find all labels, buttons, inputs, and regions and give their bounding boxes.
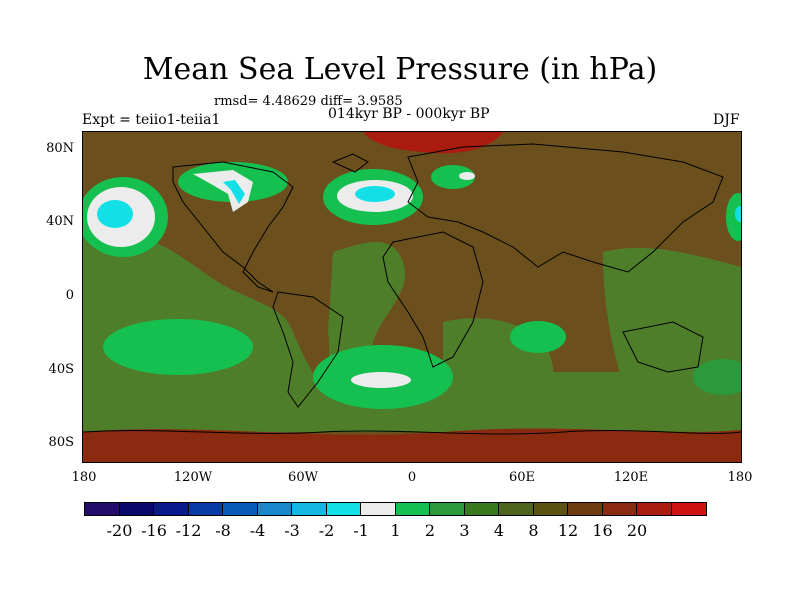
colorbar-swatch — [499, 503, 534, 515]
colorbar-label: 20 — [626, 521, 648, 540]
eurasia-coast — [407, 143, 724, 273]
colorbar-swatch — [188, 503, 223, 515]
pressure-map-svg — [83, 132, 741, 462]
colorbar-swatch — [361, 503, 396, 515]
pressure-map — [82, 131, 742, 463]
colorbar-label: -4 — [249, 521, 266, 540]
colorbar-label: 12 — [557, 521, 579, 540]
scandinavia-anomaly — [431, 165, 475, 189]
australia-anomaly — [693, 359, 741, 395]
colorbar-label: -16 — [141, 521, 167, 540]
antarctic-high — [83, 428, 741, 462]
bering-anomaly — [726, 193, 741, 241]
colorbar-label: -2 — [318, 521, 335, 540]
north-pacific-low-cyan — [97, 200, 133, 228]
colorbar-label: 8 — [528, 521, 539, 540]
colorbar-swatch — [292, 503, 327, 515]
north-america-low-cyan — [223, 180, 245, 204]
experiment-label: Expt = teiio1-teiia1 — [82, 112, 221, 128]
period-label: 014kyr BP - 000kyr BP — [328, 106, 490, 122]
lon-label-60w: 60W — [288, 470, 318, 485]
colorbar-swatch — [430, 503, 465, 515]
australia-coast — [622, 321, 704, 373]
negative-anomaly-layer — [87, 170, 741, 388]
colorbar-swatch — [568, 503, 603, 515]
colorbar-swatch — [223, 503, 258, 515]
colorbar-label: -8 — [215, 521, 231, 540]
colorbar-label: -1 — [353, 521, 369, 540]
lat-label-0: 0 — [65, 288, 74, 303]
greenland-coast — [331, 153, 369, 173]
lat-label-40n: 40N — [46, 214, 74, 229]
colorbar-swatch — [464, 503, 499, 515]
south-america-coast — [272, 291, 344, 408]
colorbar-swatch — [119, 503, 154, 515]
north-atlantic-low-cyan — [355, 186, 395, 202]
colorbar-label: 2 — [424, 521, 436, 540]
colorbar-label: -12 — [175, 521, 202, 540]
strong-positive-layer — [83, 132, 741, 462]
scandinavia-low-white — [459, 172, 475, 180]
indian-anomaly — [510, 321, 566, 353]
lat-label-80s: 80S — [48, 435, 74, 450]
colorbar-swatch — [637, 503, 672, 515]
colorbar-label: 4 — [493, 521, 505, 540]
lat-label-40s: 40S — [48, 362, 74, 377]
ocean-anomaly-layer — [83, 229, 741, 432]
africa-coast — [382, 231, 484, 368]
bering-low-cyan — [735, 206, 741, 222]
colorbar-label: 1 — [390, 521, 401, 540]
colorbar-swatch — [326, 503, 361, 515]
lon-label-0: 0 — [407, 470, 417, 485]
lon-label-120e: 120E — [613, 470, 649, 485]
north-america-coast — [172, 161, 294, 293]
colorbar-label: 16 — [592, 521, 613, 540]
antarctica-coast — [83, 430, 741, 435]
colorbar-swatch — [533, 503, 568, 515]
colorbar-swatch — [602, 503, 637, 515]
colorbar-label: 3 — [459, 521, 470, 540]
colorbar-swatch — [85, 503, 120, 515]
stats-text: rmsd= 4.48629 diff= 3.9585 — [214, 94, 403, 109]
lon-label-180w: 180 — [71, 470, 97, 485]
colorbar-swatch — [257, 503, 292, 515]
coastlines — [83, 143, 741, 435]
map-title: Mean Sea Level Pressure (in hPa) — [142, 52, 658, 87]
lon-label-120w: 120W — [173, 470, 213, 485]
colorbar-label: -20 — [106, 521, 133, 540]
lat-label-80n: 80N — [46, 141, 74, 156]
south-atlantic-low-white — [351, 372, 411, 388]
colorbar-swatch — [395, 503, 430, 515]
arctic-high — [363, 132, 503, 154]
south-pacific-anomaly — [103, 319, 253, 375]
colorbar-swatch — [671, 503, 706, 515]
colorbar-label: -3 — [284, 521, 300, 540]
lon-label-180e: 180 — [727, 470, 753, 485]
colorbar — [84, 502, 707, 516]
colorbar-swatch — [154, 503, 189, 515]
season-label: DJF — [713, 112, 740, 128]
lon-label-60e: 60E — [508, 470, 536, 485]
